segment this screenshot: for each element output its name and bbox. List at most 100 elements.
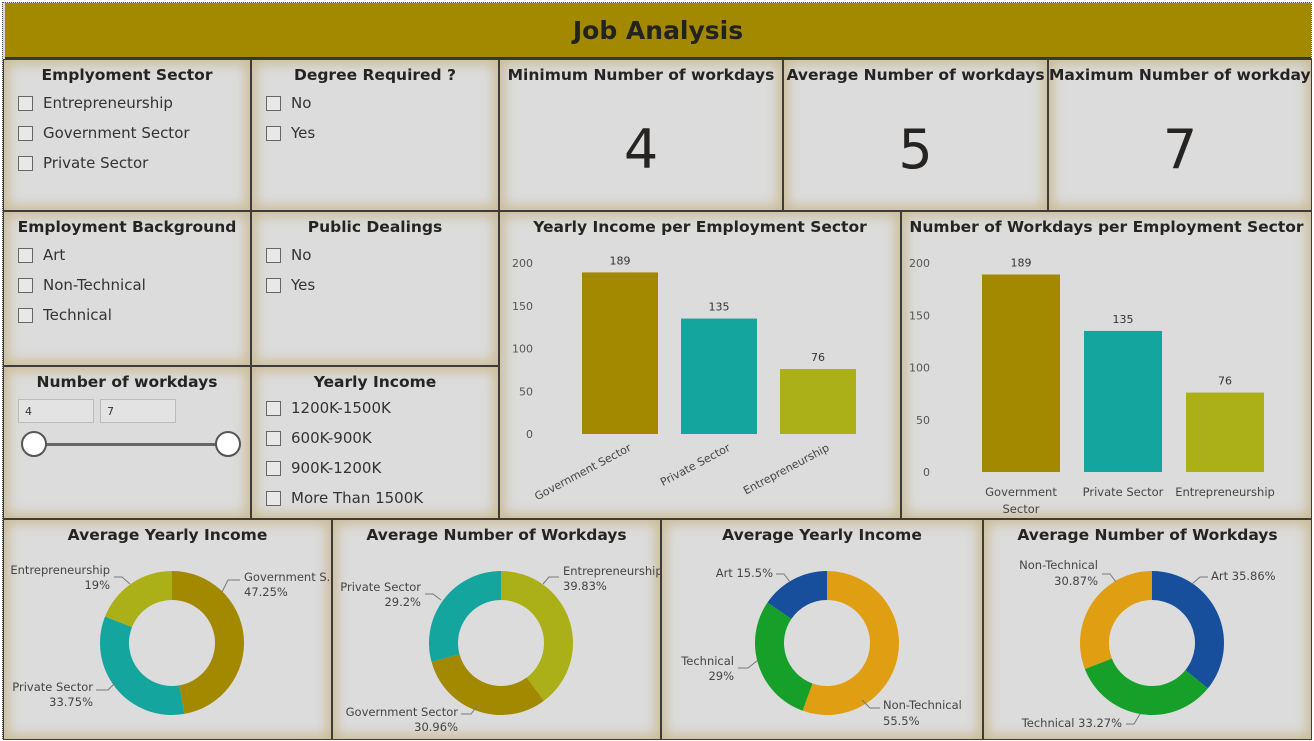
- option-label: More Than 1500K: [291, 489, 424, 507]
- slicer-yearly-income: Yearly Income 1200K-1500K 600K-900K 900K…: [251, 366, 499, 519]
- chart-title: Average Number of Workdays: [1017, 526, 1278, 544]
- range-slider-track[interactable]: [34, 443, 222, 446]
- bar: [780, 369, 856, 434]
- bar: [1084, 330, 1162, 472]
- leader-line: [1191, 576, 1208, 585]
- bar-chart-plot: 0 50 100 150 200 189 Government Sector 135 Privat…: [909, 256, 1275, 516]
- slicer-title: Employment Background: [17, 218, 237, 236]
- option-label: 600K-900K: [291, 429, 372, 447]
- checkbox[interactable]: [18, 277, 33, 293]
- slice-percent: 33.75%: [49, 695, 93, 709]
- checkbox[interactable]: [266, 125, 281, 141]
- y-tick-label: 100: [512, 343, 533, 356]
- leader-line: [542, 576, 559, 585]
- slicer-option-non-technical[interactable]: Non-Technical: [18, 270, 250, 300]
- kpi-max-workdays: Maximum Number of workdays 7: [1048, 59, 1312, 211]
- slicer-option-entrepreneurship[interactable]: Entrepreneurship: [18, 88, 250, 118]
- slice-label: Art 35.86%: [1211, 569, 1276, 583]
- report-header: Job Analysis: [5, 3, 1311, 59]
- option-label: 1200K-1500K: [291, 399, 391, 417]
- slice-percent: 55.5%: [883, 714, 920, 728]
- slicer-employment-sector: Emplyoment Sector Entrepreneurship Gover…: [3, 59, 251, 211]
- slicer-option-no[interactable]: No: [266, 88, 498, 118]
- chart-title: Yearly Income per Employment Sector: [533, 218, 867, 236]
- range-slider-min-handle[interactable]: [21, 431, 47, 457]
- option-label: 900K-1200K: [291, 459, 382, 477]
- option-label: Entrepreneurship: [43, 94, 173, 112]
- y-tick-label: 200: [512, 257, 533, 270]
- slicer-option-government-sector[interactable]: Government Sector: [18, 118, 250, 148]
- leader-line: [1102, 573, 1117, 583]
- kpi-value: 5: [898, 118, 933, 181]
- x-tick-label: Government: [985, 485, 1057, 499]
- slicer-option-technical[interactable]: Technical: [18, 300, 250, 330]
- slice-label: Non-Technical: [883, 698, 962, 712]
- donut-slice: [1080, 571, 1152, 669]
- checkbox[interactable]: [18, 247, 33, 263]
- checkbox[interactable]: [266, 95, 281, 111]
- slicer-option-more-than-1500k[interactable]: More Than 1500K: [266, 483, 498, 513]
- slicer-option-600k-900k[interactable]: 600K-900K: [266, 423, 498, 453]
- x-tick-label: Sector: [1003, 502, 1040, 516]
- checkbox[interactable]: [18, 95, 33, 111]
- range-min-input[interactable]: 4: [18, 399, 94, 423]
- x-tick-label: Government Sector: [532, 441, 633, 503]
- data-label: 135: [1113, 313, 1134, 326]
- slice-label: Non-Technical: [1019, 558, 1098, 572]
- slicer-option-private-sector[interactable]: Private Sector: [18, 148, 250, 178]
- checkbox[interactable]: [18, 307, 33, 323]
- leader-line: [461, 705, 478, 715]
- donut-plot: Government S...47.25% Private Sector33.75…: [10, 563, 331, 715]
- checkbox[interactable]: [18, 125, 33, 141]
- range-slider-max-handle[interactable]: [215, 431, 241, 457]
- bar-chart-plot: 0 50 100 150 200 189 Government Sector 135 Priva…: [512, 254, 856, 503]
- checkbox[interactable]: [266, 490, 281, 506]
- kpi-title: Average Number of workdays: [786, 66, 1045, 84]
- slice-percent: 29.2%: [384, 595, 421, 609]
- donut-slice: [501, 571, 573, 701]
- bar: [982, 274, 1060, 472]
- slicer-option-no[interactable]: No: [266, 240, 498, 270]
- checkbox[interactable]: [266, 460, 281, 476]
- y-tick-label: 50: [519, 385, 533, 398]
- slicer-title: Emplyoment Sector: [41, 66, 213, 84]
- slice-label: Technical: [680, 654, 734, 668]
- report-title: Job Analysis: [572, 15, 744, 45]
- y-tick-label: 200: [909, 257, 930, 270]
- slicer-option-art[interactable]: Art: [18, 240, 250, 270]
- checkbox[interactable]: [266, 247, 281, 263]
- slicer-option-yes[interactable]: Yes: [266, 270, 498, 300]
- slice-label: Private Sector: [12, 680, 93, 694]
- x-tick-label: Private Sector: [658, 441, 733, 489]
- slice-label: Entrepreneurship: [563, 564, 661, 578]
- y-tick-label: 0: [526, 428, 533, 441]
- slicer-option-1200k-1500k[interactable]: 1200K-1500K: [266, 393, 498, 423]
- donut-avg-yearly-income-sector: Average Yearly Income Government S... 47.…: [3, 519, 332, 740]
- x-tick-label: Entrepreneurship: [741, 441, 831, 497]
- chart-title: Average Yearly Income: [67, 526, 268, 544]
- checkbox[interactable]: [266, 430, 281, 446]
- option-label: Non-Technical: [43, 276, 146, 294]
- slicer-option-yes[interactable]: Yes: [266, 118, 498, 148]
- data-label: 76: [1218, 375, 1232, 388]
- donut-slice: [1152, 571, 1224, 689]
- y-tick-label: 150: [909, 309, 930, 322]
- kpi-title: Minimum Number of workdays: [507, 66, 775, 84]
- chart-title: Average Number of Workdays: [366, 526, 627, 544]
- slicer-title: Yearly Income: [313, 373, 437, 391]
- kpi-value: 4: [623, 118, 659, 181]
- bar-chart-yearly-income: Yearly Income per Employment Sector 0 50 1…: [499, 211, 901, 519]
- slicer-title: Number of workdays: [36, 373, 218, 391]
- checkbox[interactable]: [266, 400, 281, 416]
- checkbox[interactable]: [18, 155, 33, 171]
- leader-line: [96, 681, 117, 691]
- range-max-input[interactable]: 7: [100, 399, 176, 423]
- data-label: 76: [811, 351, 825, 364]
- slicer-option-900k-1200k[interactable]: 900K-1200K: [266, 453, 498, 483]
- donut-slice: [105, 571, 172, 628]
- slicer-title: Public Dealings: [307, 218, 443, 236]
- option-label: Private Sector: [43, 154, 149, 172]
- checkbox[interactable]: [266, 277, 281, 293]
- option-label: No: [291, 246, 312, 264]
